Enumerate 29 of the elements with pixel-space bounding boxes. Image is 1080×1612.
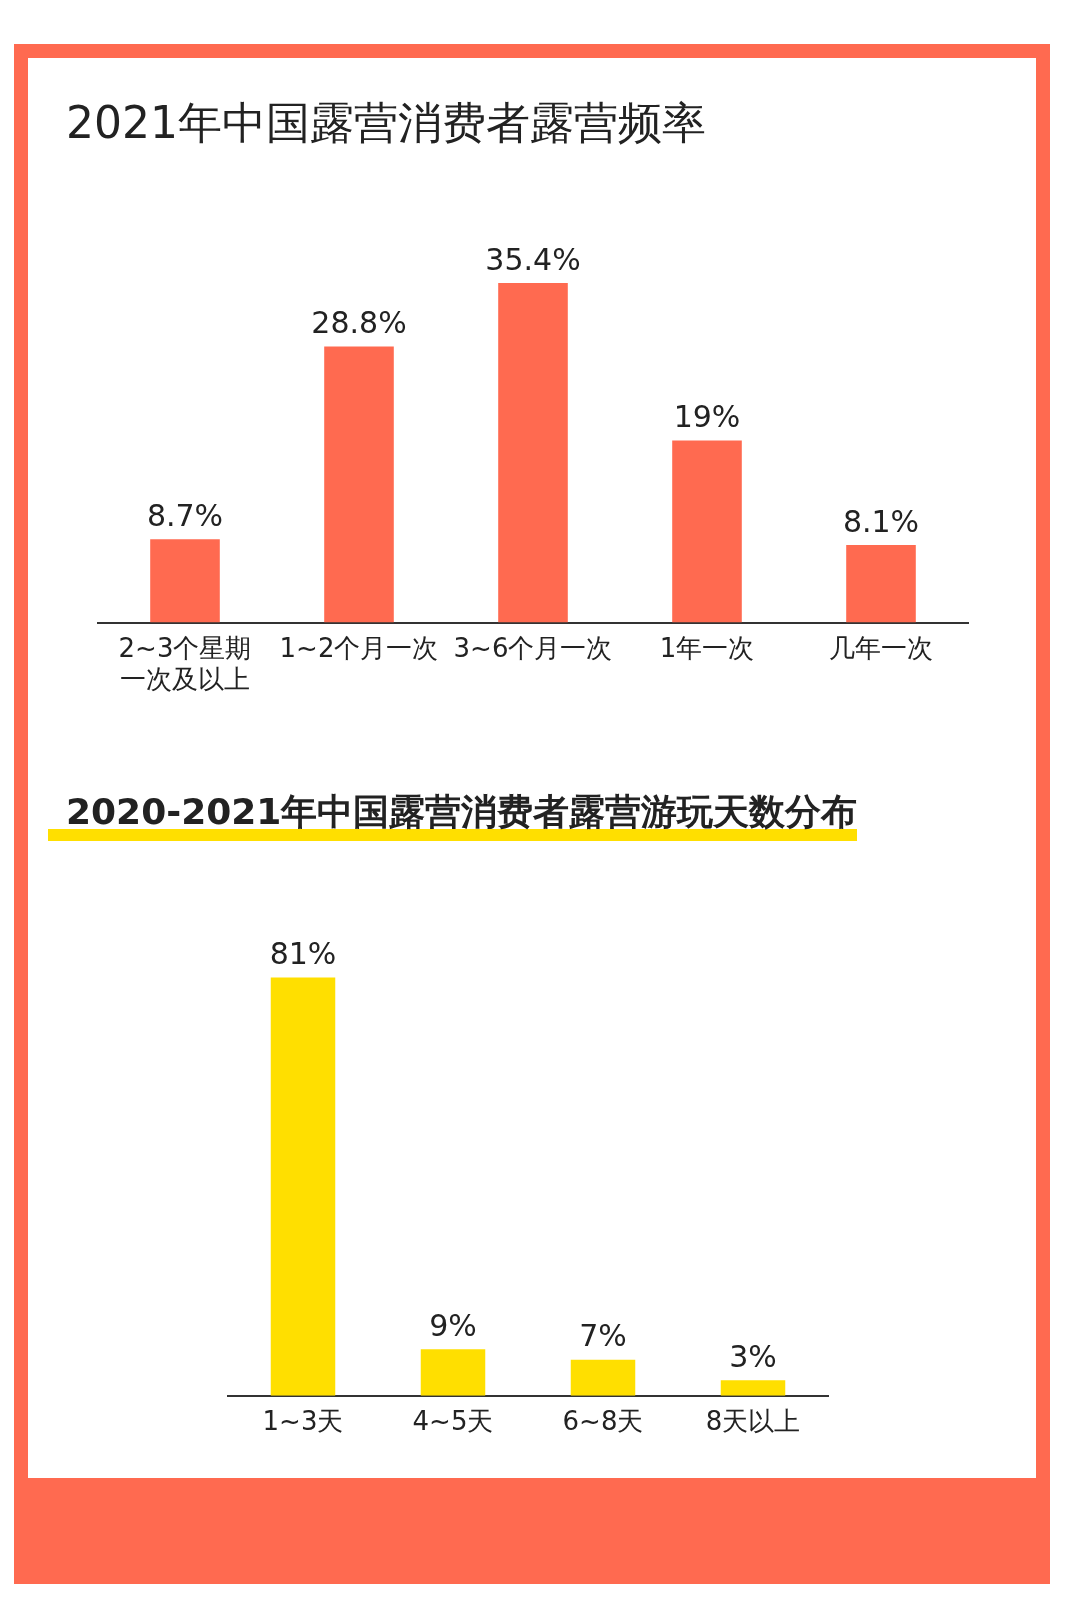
bar (846, 544, 916, 623)
data-label: 3% (729, 1339, 777, 1375)
bar (570, 1359, 636, 1396)
bar (420, 1349, 486, 1396)
x-tick-label: 3~6个月一次 (453, 632, 613, 663)
bar (720, 1380, 786, 1396)
bar (150, 539, 220, 623)
bar (672, 440, 742, 623)
bar (270, 977, 336, 1396)
data-label: 8.7% (146, 497, 224, 533)
x-tick-label: 1~2个月一次 (279, 632, 439, 663)
x-tick-label: 2~3个星期一次及以上 (118, 632, 252, 695)
x-tick-label: 几年一次 (829, 632, 933, 663)
x-tick-label: 1~3天 (262, 1406, 344, 1437)
data-label: 81% (269, 936, 337, 972)
data-label: 28.8% (311, 305, 407, 341)
data-label: 19% (673, 399, 741, 435)
bar (498, 283, 568, 623)
x-tick-label: 1年一次 (659, 632, 755, 663)
x-tick-label: 6~8天 (562, 1406, 644, 1437)
data-label: 8.1% (842, 503, 920, 539)
x-tick-label: 8天以上 (705, 1406, 801, 1437)
bar (324, 346, 394, 623)
data-label: 35.4% (485, 241, 581, 277)
data-label: 9% (429, 1308, 477, 1344)
chart-title: 2020-2021年中国露营消费者露营游玩天数分布 (48, 788, 858, 841)
x-tick-label: 4~5天 (412, 1406, 494, 1437)
data-label: 7% (579, 1318, 627, 1354)
chart-title: 2021年中国露营消费者露营频率 (66, 96, 707, 150)
